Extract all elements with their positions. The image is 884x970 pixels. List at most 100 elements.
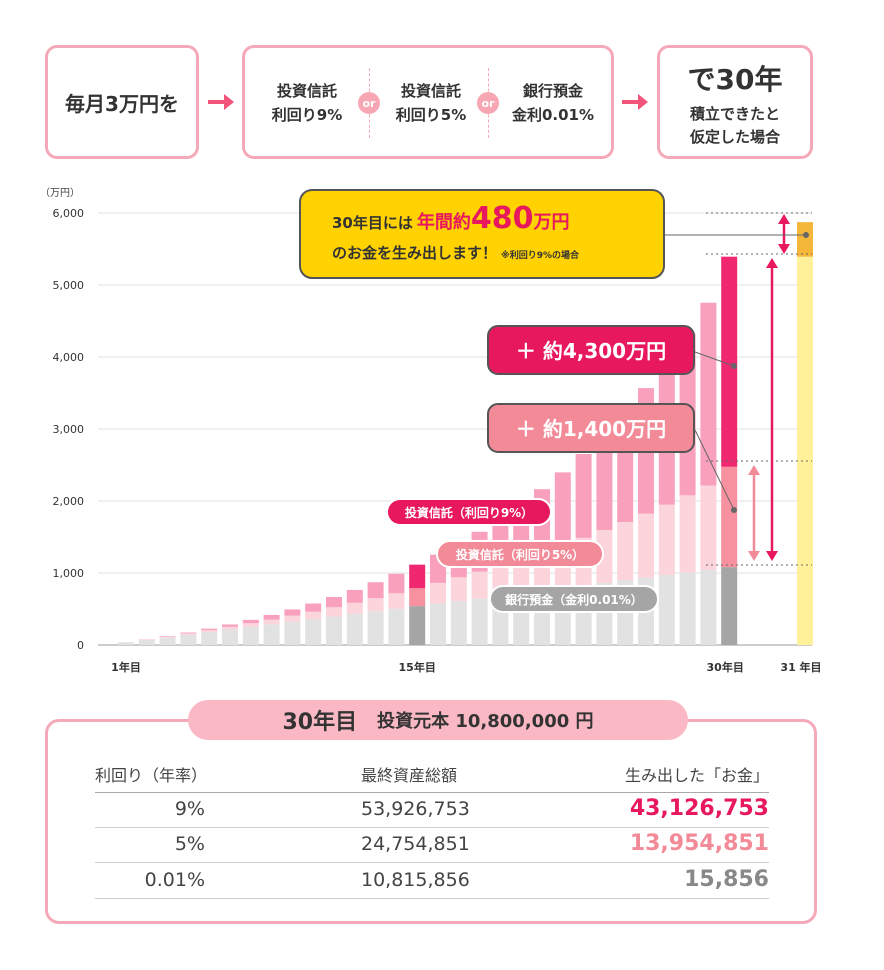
bar-5pct	[326, 607, 342, 617]
bar-bank	[679, 572, 696, 645]
flow-start-text: 毎月3万円を	[65, 92, 179, 116]
bar-9pct	[201, 628, 218, 631]
bar-9pct	[284, 609, 301, 616]
row-rate: 0.01%	[144, 869, 205, 891]
row-divider	[95, 792, 769, 793]
gain-9-label: ＋ 約4,300万円	[487, 325, 695, 375]
y-tick-label: 1,000	[53, 567, 85, 580]
bar-9pct	[575, 453, 592, 538]
callout-note: ※利回り9%の場合	[501, 249, 580, 261]
bar-chart: （万円） 0 1,000 2,000 3,000 4,000 5,000 6,000 1年目 1…	[40, 187, 822, 674]
callout-box: 30年目には 年間約480万円 のお金を生み出します！ ※利回り9%の場合	[299, 189, 665, 279]
bar-bank	[222, 629, 238, 645]
bar-bank	[180, 634, 197, 645]
option-2-line1: 投資信託	[400, 82, 461, 100]
bar-5pct	[617, 522, 634, 581]
row-earned: 15,856	[684, 867, 769, 892]
bar-year31-base	[797, 256, 813, 645]
or-badge: or	[358, 92, 380, 114]
bar-5pct	[305, 611, 322, 620]
svg-text:投資信託（利回り5%）: 投資信託（利回り5%）	[456, 547, 584, 562]
arrow-right-icon	[208, 94, 234, 110]
bar-9pct	[596, 433, 613, 531]
row-rate: 5%	[174, 833, 205, 855]
option-3-line1: 銀行預金	[522, 82, 583, 100]
header-rate: 利回り（年率）	[95, 766, 208, 785]
row-divider	[95, 827, 769, 828]
bar-bank	[700, 569, 717, 645]
bar-bank	[346, 613, 363, 645]
callout-emph-post: 万円	[533, 212, 570, 233]
bar-9pct	[263, 614, 280, 620]
annual-gain-arrow-icon	[778, 214, 790, 254]
option-3-line2: 金利0.01%	[511, 106, 595, 124]
bar-5pct	[430, 582, 446, 604]
svg-text:＋ 約1,400万円: ＋ 約1,400万円	[516, 417, 666, 441]
bar-5pct	[658, 504, 675, 576]
bar-9pct	[388, 573, 405, 594]
bar-9pct	[367, 582, 384, 599]
bar-bank	[721, 567, 738, 645]
row-rate: 9%	[174, 798, 205, 820]
bar-5pct	[596, 530, 613, 583]
bar-5pct	[679, 495, 696, 573]
bar-5pct	[159, 636, 176, 638]
bar-5pct	[638, 513, 654, 578]
bar-5pct	[721, 466, 738, 568]
bar-5pct	[284, 615, 301, 622]
bar-5pct	[409, 588, 426, 607]
bar-bank	[388, 608, 405, 645]
legend-label-5: 投資信託（利回り5%）	[436, 540, 604, 568]
bar-5pct	[471, 571, 488, 599]
header-total: 最終資産総額	[361, 766, 458, 785]
x-tick-label: 1年目	[111, 660, 141, 674]
bar-5pct	[450, 577, 467, 601]
y-tick-label: 0	[77, 639, 84, 652]
bar-5pct	[367, 598, 384, 612]
flow-end-box: で30年 積立できたと 仮定した場合	[657, 45, 813, 159]
header-earned: 生み出した「お金」	[624, 766, 769, 785]
row-total: 10,815,856	[361, 869, 470, 891]
callout-prefix: 30年目には	[332, 214, 413, 232]
legend-label-9: 投資信託（利回り9%）	[386, 498, 552, 526]
svg-text:のお金を生み出します！※利回り9%の場合: のお金を生み出します！ ※利回り9%の場合	[332, 244, 580, 262]
bar-5pct	[201, 630, 218, 633]
bar-9pct	[180, 632, 197, 634]
bar-bank	[305, 619, 322, 645]
bar-5pct	[222, 626, 238, 630]
y-tick-label: 3,000	[53, 423, 85, 436]
x-tick-label: 30年目	[707, 660, 744, 674]
bar-9pct	[305, 603, 322, 612]
row-total: 53,926,753	[361, 798, 470, 820]
bar-9pct	[222, 624, 238, 627]
bar-9pct	[700, 302, 717, 486]
bar-9pct	[554, 472, 571, 546]
y-unit-label: （万円）	[40, 187, 80, 199]
row-divider	[95, 862, 769, 863]
callout-emph-num: 480	[471, 201, 534, 236]
flow-end-line3: 仮定した場合	[689, 128, 780, 146]
x-tick-label: 15年目	[399, 660, 436, 674]
callout-line2: のお金を生み出します！	[332, 244, 497, 262]
bar-bank	[118, 642, 134, 645]
bar-bank	[471, 598, 488, 645]
row-earned: 13,954,851	[629, 831, 769, 856]
bar-bank	[430, 603, 446, 645]
callout-emph-pre: 年間約	[417, 211, 471, 233]
flow-start-box: 毎月3万円を	[45, 45, 199, 159]
arrow-right-icon	[622, 94, 648, 110]
bar-bank	[409, 606, 426, 645]
bar-year31-gain	[797, 222, 813, 257]
bar-bank	[159, 637, 176, 645]
bar-5pct	[242, 623, 259, 627]
summary-year-label: 30年目	[282, 710, 358, 735]
flow-options-box: 投資信託 利回り9% or 投資信託 利回り5% or 銀行預金 金利0.01%	[242, 45, 614, 159]
bar-5pct	[700, 485, 717, 570]
option-2-line2: 利回り5%	[395, 106, 467, 124]
y-tick-label: 4,000	[53, 351, 85, 364]
row-earned: 43,126,753	[629, 796, 769, 821]
bar-bank	[450, 600, 467, 645]
gain-5-arrow-icon	[748, 465, 760, 561]
bar-5pct	[346, 602, 363, 614]
bar-bank	[138, 639, 155, 645]
